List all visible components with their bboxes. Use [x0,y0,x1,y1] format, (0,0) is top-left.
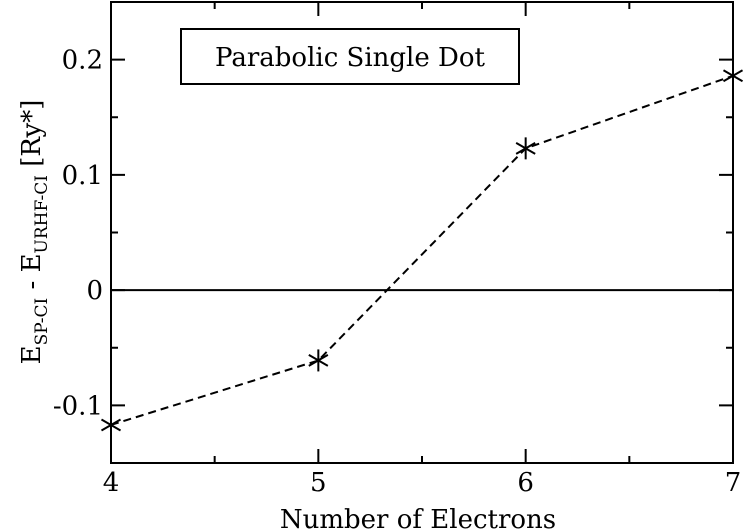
series-line [110,74,734,426]
y-tick-label: 0 [86,276,103,306]
x-axis-ticks: 4 5 6 7 [103,2,742,498]
y-axis-title-mid: - E [17,253,47,297]
legend-box: Parabolic Single Dot [180,28,520,85]
data-point-marker [308,349,329,372]
y-tick-label: 0.1 [62,161,103,191]
x-axis-title: Number of Electrons [280,505,556,530]
marker-group [100,64,744,436]
marker-stroke [722,69,744,83]
marker-stroke [515,142,536,155]
data-point-marker [515,137,536,160]
y-axis-title-sub2: URHF-CI [32,175,52,253]
data-point-marker [722,64,744,87]
y-axis-title-e1: E [17,345,47,364]
marker-stroke [308,354,329,367]
y-axis-ticks: -0.1 0 0.1 0.2 [53,1,733,464]
y-axis-title-sub1: SP-CI [32,298,52,346]
x-tick-label: 6 [517,468,534,498]
y-tick-label: -0.1 [53,391,103,421]
series-group [110,74,734,426]
data-point-marker [100,413,122,436]
x-tick-label: 5 [310,468,327,498]
y-axis-title-unit: [Ry*] [17,100,47,175]
chart-title: Parabolic Single Dot [215,43,485,73]
y-axis-title: ESP-CI - EURHF-CI [Ry*] [17,100,52,365]
y-tick-label: 0.2 [62,46,103,76]
marker-stroke [100,418,122,432]
x-tick-label: 4 [103,468,120,498]
x-tick-label: 7 [725,468,742,498]
